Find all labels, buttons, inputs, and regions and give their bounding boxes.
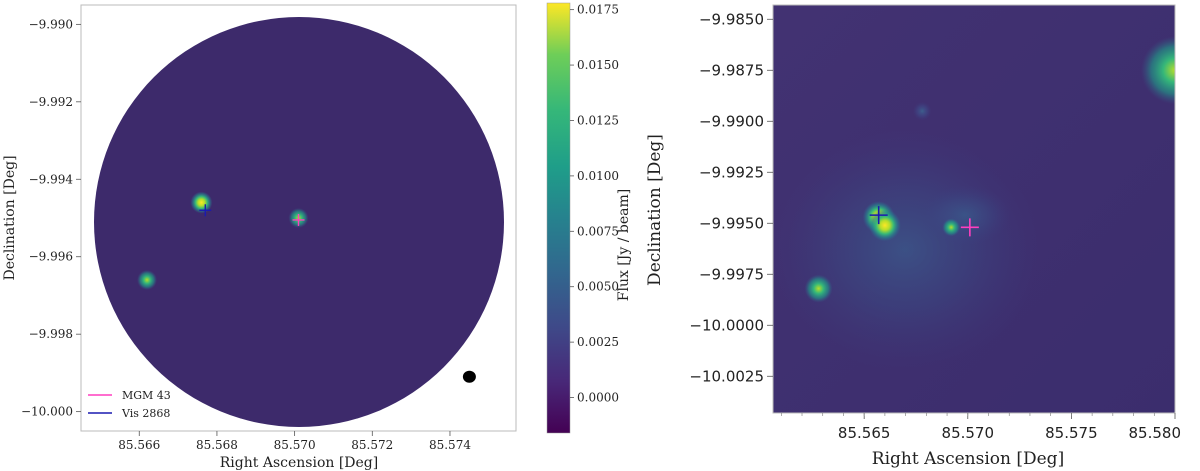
right-source-blob <box>913 102 932 121</box>
left-y-tick-label: −10.000 <box>21 405 73 419</box>
colorbar-tick-label: 0.0025 <box>577 335 619 349</box>
colorbar-label: Flux [Jy / beam] <box>616 189 632 302</box>
left-x-tick-label: 85.572 <box>351 438 393 452</box>
right-y-tick-label: −9.9875 <box>699 61 764 79</box>
right-source-blob <box>868 209 901 242</box>
right-source-blob <box>1141 36 1175 105</box>
beam-ellipse <box>462 370 476 383</box>
left-y-tick-label: −9.998 <box>29 327 73 341</box>
left-source-blob <box>137 269 158 290</box>
left-x-tick-label: 85.568 <box>196 438 238 452</box>
colorbar-tick-label: 0.0125 <box>577 113 619 127</box>
colorbar-tick-label: 0.0100 <box>577 169 619 183</box>
right-y-tick-label: −10.0000 <box>689 316 764 334</box>
right-x-tick-label: 85.580 <box>1129 424 1182 442</box>
right-y-axis-label: Declination [Deg] <box>645 134 665 286</box>
left-y-axis-label: Declination [Deg] <box>2 155 18 280</box>
left-x-tick-label: 85.574 <box>429 438 471 452</box>
colorbar-gradient <box>546 2 571 434</box>
legend: MGM 43 Vis 2868 <box>88 389 171 420</box>
colorbar: 0.0175 0.0150 0.0125 0.0100 0.0075 0.0050 0.00… <box>546 2 632 434</box>
right-y-tick-label: −9.9950 <box>699 214 764 232</box>
right-x-tick-label: 85.570 <box>942 424 995 442</box>
right-y-tick-label: −10.0025 <box>689 367 764 385</box>
diffuse-emission <box>773 130 1040 370</box>
colorbar-tick-label: 0.0175 <box>577 3 619 17</box>
left-source-blob <box>190 191 213 214</box>
legend-label-vis2868: Vis 2868 <box>121 407 170 420</box>
right-y-tick-label: −9.9975 <box>699 265 764 283</box>
right-x-tick-label: 85.575 <box>1045 424 1098 442</box>
colorbar-tick-label: 0.0150 <box>577 58 619 72</box>
left-y-tick-label: −9.990 <box>29 17 73 31</box>
diffuse-emission <box>920 185 1010 245</box>
colorbar-tick-label: 0.0050 <box>577 280 619 294</box>
right-plot-frame <box>772 4 1176 414</box>
left-y-tick-label: −9.996 <box>29 250 73 264</box>
legend-label-mgm43: MGM 43 <box>122 389 171 402</box>
left-y-tick-label: −9.994 <box>29 172 74 186</box>
right-source-blob <box>942 218 961 237</box>
right-chart: 85.565 85.570 85.575 85.580 −9.9850 −9.9875 −… <box>645 4 1182 469</box>
left-y-tick-label: −9.992 <box>29 95 73 109</box>
right-y-tick-label: −9.9900 <box>699 112 764 130</box>
left-x-tick-label: 85.566 <box>118 438 160 452</box>
left-x-tick-label: 85.570 <box>274 438 316 452</box>
left-x-axis-label: Right Ascension [Deg] <box>220 455 378 471</box>
right-source-blob <box>804 274 833 303</box>
colorbar-tick-label: 0.0000 <box>577 391 619 405</box>
right-y-tick-label: −9.9850 <box>699 10 764 28</box>
right-y-tick-label: −9.9925 <box>699 163 764 181</box>
right-x-tick-label: 85.565 <box>838 424 891 442</box>
colorbar-tick-label: 0.0075 <box>577 224 619 238</box>
left-chart: 85.566 85.568 85.570 85.572 85.574 −9.990 −9.… <box>2 4 517 471</box>
right-x-axis-label: Right Ascension [Deg] <box>872 449 1064 469</box>
